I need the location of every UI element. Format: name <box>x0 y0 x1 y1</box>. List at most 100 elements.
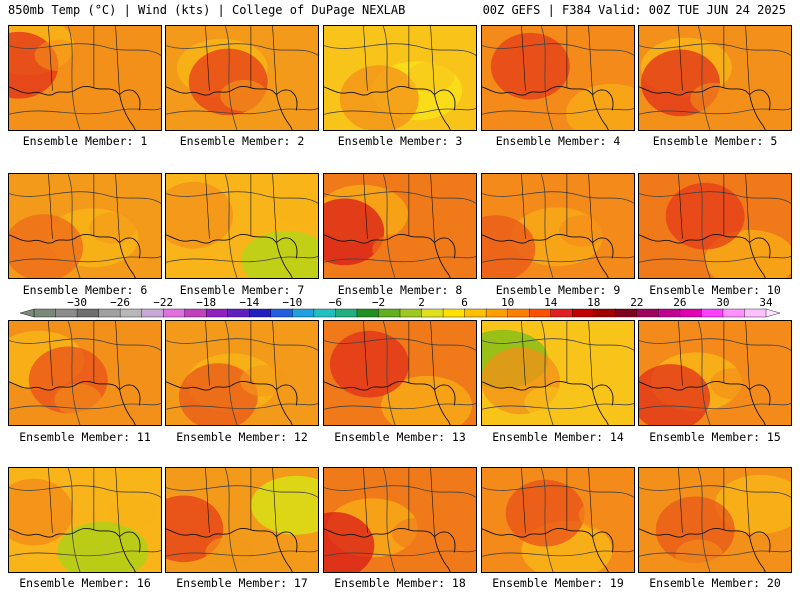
colorbar-swatch <box>141 308 164 318</box>
coastline <box>482 527 614 572</box>
ensemble-member-label: Ensemble Member: 8 <box>337 283 463 297</box>
colorbar-swatch <box>378 308 401 318</box>
colorbar-tick-label: 34 <box>759 296 773 309</box>
state-borders <box>205 321 277 390</box>
warm-region <box>178 363 258 425</box>
ensemble-map-panel <box>481 25 635 131</box>
height-contour <box>166 191 318 204</box>
colorbar-tick-label: 26 <box>673 296 686 309</box>
warm-region <box>339 65 419 130</box>
height-contour <box>166 256 318 263</box>
colorbar-swatch <box>249 308 272 318</box>
colorbar-swatch <box>528 308 552 318</box>
mid-region <box>54 383 102 416</box>
height-contour <box>324 338 476 351</box>
colorbar-min-arrow <box>19 308 35 318</box>
ensemble-member-label: Ensemble Member: 17 <box>176 576 308 590</box>
height-contour <box>697 174 711 278</box>
height-contour <box>382 321 396 425</box>
state-borders <box>521 321 593 390</box>
colorbar-swatch <box>679 308 703 318</box>
ensemble-map-panel <box>165 467 319 573</box>
height-contour <box>9 338 161 351</box>
height-contour <box>9 108 161 115</box>
height-contour <box>166 403 318 410</box>
mid-region <box>205 536 253 569</box>
mid-region <box>578 499 627 531</box>
ensemble-member-label: Ensemble Member: 15 <box>649 430 781 444</box>
colorbar-tick-label: −18 <box>196 296 216 309</box>
warm-region <box>639 364 711 425</box>
mid-region <box>34 39 83 72</box>
colorbar-tick-label: −2 <box>372 296 385 309</box>
colorbar-swatch <box>76 308 100 318</box>
colorbar-swatch <box>421 308 444 318</box>
height-contour <box>540 468 554 572</box>
coastline <box>639 380 771 425</box>
colorbar-swatch <box>292 308 315 318</box>
coastline <box>166 85 298 130</box>
coastline <box>166 527 298 572</box>
colorbar-swatch <box>206 308 229 318</box>
height-contour <box>639 191 791 204</box>
cool-region <box>381 375 473 425</box>
ensemble-member-label: Ensemble Member: 19 <box>492 576 624 590</box>
height-contour <box>639 403 791 410</box>
colorbar-swatch <box>615 308 638 318</box>
height-contour <box>482 550 634 557</box>
height-contour <box>9 43 161 56</box>
colorbar-swatch <box>313 308 337 318</box>
mid-region <box>690 82 738 115</box>
colorbar-swatch <box>550 308 573 318</box>
height-contour <box>482 338 634 351</box>
colorbar-max-arrow <box>765 308 781 318</box>
ensemble-member-label: Ensemble Member: 20 <box>649 576 781 590</box>
height-contour <box>697 26 711 130</box>
colorbar-swatch <box>119 308 143 318</box>
ensemble-member-label: Ensemble Member: 9 <box>495 283 621 297</box>
height-contour <box>324 108 476 115</box>
state-borders <box>363 174 435 243</box>
mid-region <box>108 496 157 528</box>
colorbar-swatch <box>658 308 681 318</box>
ensemble-map-panel <box>481 467 635 573</box>
warm-region <box>324 198 385 266</box>
height-contour <box>67 321 81 425</box>
height-contour <box>540 174 554 278</box>
colorbar-tick-label: 30 <box>716 296 729 309</box>
height-contour <box>540 321 554 425</box>
height-contour <box>382 174 396 278</box>
ensemble-map-panel <box>323 320 477 426</box>
colorbar-tick-label: −22 <box>153 296 173 309</box>
height-contour <box>639 43 791 56</box>
height-contour <box>324 43 476 56</box>
colorbar-tick-label: 6 <box>461 296 468 309</box>
mid-region <box>524 386 572 419</box>
mid-region <box>744 196 791 228</box>
height-contour <box>324 550 476 557</box>
state-borders <box>48 321 120 390</box>
mid-region <box>372 233 420 266</box>
colorbar-swatch <box>722 308 746 318</box>
colorbar-swatch <box>485 308 509 318</box>
height-contour <box>67 26 81 130</box>
colorbar-swatch <box>184 308 207 318</box>
ensemble-member-label: Ensemble Member: 6 <box>22 283 148 297</box>
height-contour <box>9 550 161 557</box>
ensemble-map-panel <box>8 25 162 131</box>
coastline <box>9 233 141 278</box>
ensemble-member-label: Ensemble Member: 16 <box>19 576 151 590</box>
height-contour <box>9 403 161 410</box>
height-contour <box>324 256 476 263</box>
mid-region <box>274 193 318 226</box>
height-contour <box>639 485 791 498</box>
colorbar-swatch <box>636 308 660 318</box>
height-contour <box>224 174 238 278</box>
colorbar-swatch <box>55 308 78 318</box>
ensemble-map-panel <box>323 173 477 279</box>
state-borders <box>678 468 750 537</box>
colorbar-tick-label: −26 <box>110 296 130 309</box>
colorbar-swatch <box>270 308 294 318</box>
mid-region <box>220 79 268 112</box>
height-contour <box>639 338 791 351</box>
